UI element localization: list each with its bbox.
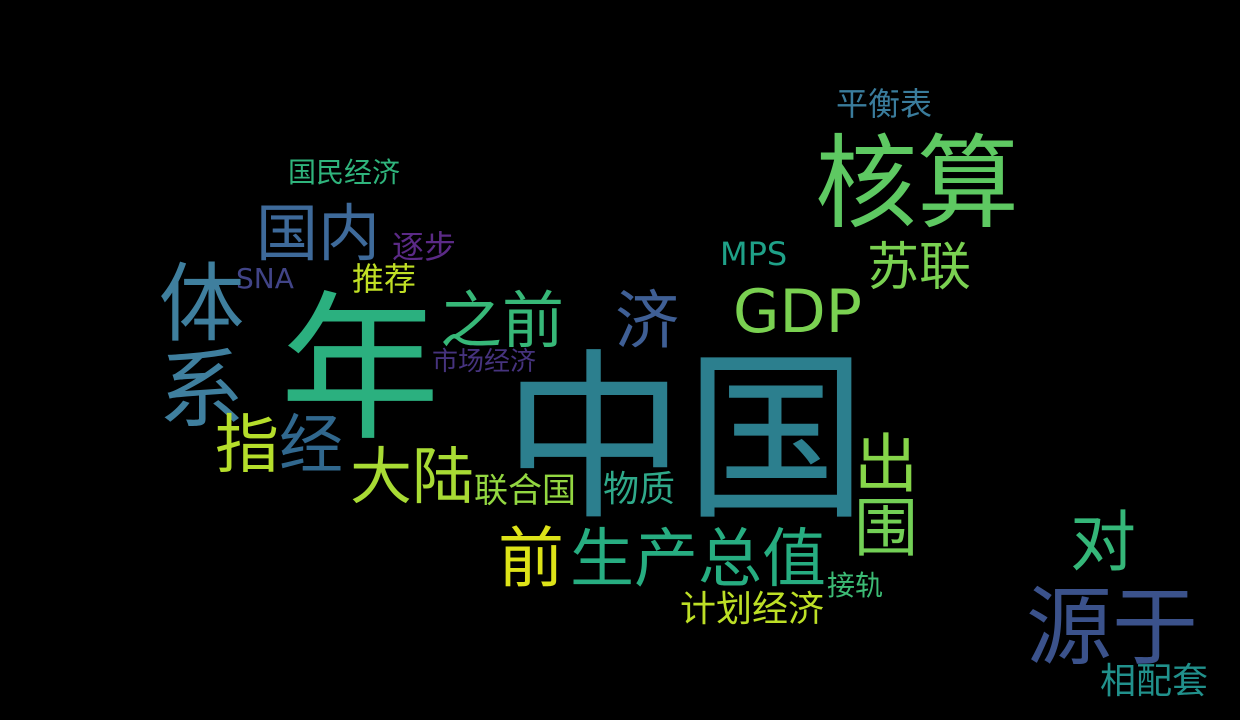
word-lianheguo: 联合国: [474, 471, 576, 511]
word-zhi: 指: [215, 409, 279, 483]
word-gdp: GDP: [733, 277, 862, 347]
word-shengchanzongzhi: 生产总值: [570, 523, 826, 597]
word-qian: 前: [498, 520, 564, 597]
word-hesuan: 核算: [815, 125, 1019, 244]
word-chu: 出: [843, 430, 917, 494]
word-yuanyu: 源于: [1026, 578, 1198, 678]
word-zhiqian: 之前: [440, 284, 565, 357]
word-sulian: 苏联: [867, 238, 972, 298]
word-jihuajingji: 计划经济: [680, 589, 825, 630]
word-wuzhi: 物质: [603, 469, 676, 510]
word-xiangpeitao: 相配套: [1100, 661, 1209, 702]
word-guominjingji: 国民经济: [288, 156, 401, 189]
word-jiegui: 接轨: [827, 569, 884, 602]
word-ji: 济: [615, 285, 679, 359]
word-jing: 经: [279, 409, 343, 483]
word-shichangjingji: 市场经济: [432, 347, 537, 377]
word-dalu: 大陆: [350, 440, 475, 513]
word-wei: 围: [843, 494, 917, 558]
word-nian: 年: [280, 276, 441, 463]
word-tuijian: 推荐: [352, 260, 417, 298]
word-sna: SNA: [236, 262, 294, 295]
word-zhubu: 逐步: [392, 228, 457, 266]
word-guonei: 国内: [256, 197, 381, 270]
word-zhongguo: 中国: [503, 333, 867, 545]
word-dui: 对: [1070, 504, 1136, 581]
word-mps: MPS: [720, 235, 788, 273]
word-tixi: 体系: [143, 258, 243, 430]
word-pinghengbiao: 平衡表: [836, 85, 933, 123]
